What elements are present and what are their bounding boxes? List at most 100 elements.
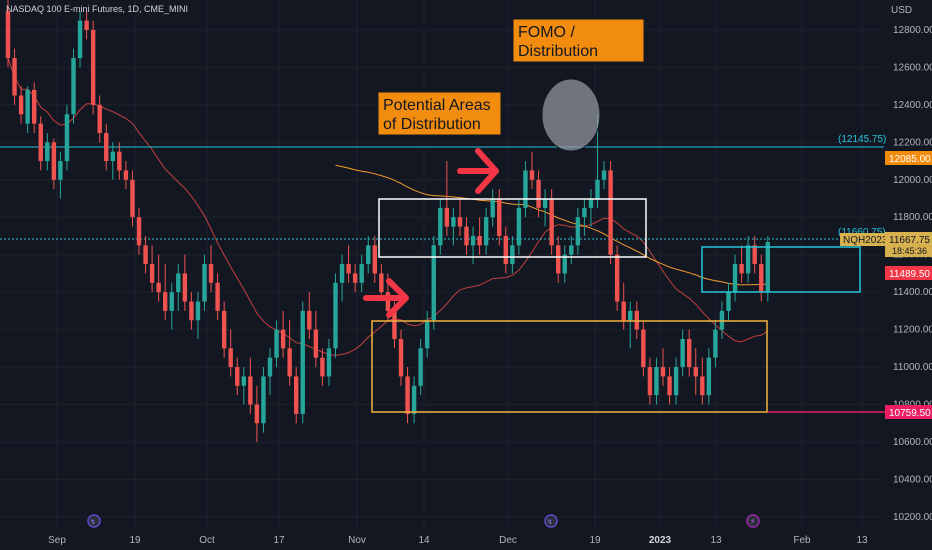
svg-text:↯: ↯ (547, 518, 553, 526)
candle-body (18, 95, 24, 115)
time-tick-label: Dec (499, 535, 517, 546)
candle-body (411, 385, 417, 414)
candle-body (667, 376, 672, 396)
candle-body (569, 245, 574, 255)
candle-body (130, 179, 135, 218)
event-icon-1[interactable]: ↯ (87, 514, 101, 528)
candle-body (385, 292, 391, 311)
last-price-badge: 11667.75 18:45:36 (885, 232, 932, 257)
price-tick-label: 11800.00 (893, 212, 932, 223)
candle-body (588, 198, 594, 208)
candle-body (313, 329, 319, 358)
time-tick-label: Oct (199, 535, 215, 546)
candle-body (542, 198, 548, 208)
svg-text:↯: ↯ (90, 518, 96, 526)
candle-body (25, 89, 30, 124)
event-icon-3[interactable]: ⚡ (746, 514, 760, 528)
candle-body (182, 273, 188, 302)
distribution-annotation[interactable]: Potential Areas of Distribution (377, 91, 502, 136)
candle-body (464, 226, 469, 246)
candle-body (451, 217, 456, 227)
candle-body (379, 273, 384, 293)
candle-body (759, 264, 764, 293)
badge-11489: 11489.50 (885, 266, 932, 280)
price-tick-label: 10200.00 (893, 512, 932, 523)
candle-body (267, 357, 273, 377)
time-axis[interactable]: Sep 19 Oct 17 Nov 14 Dec 19 2023 13 Feb 13 (48, 535, 868, 546)
candle-body (248, 376, 253, 405)
price-tick-label: 12200.00 (893, 137, 932, 148)
candle-body (169, 292, 174, 311)
candle-body (628, 310, 633, 321)
candle-body (123, 170, 129, 180)
countdown-text: 18:45:36 (892, 246, 927, 256)
candle-body (739, 264, 744, 274)
candle-body (32, 89, 37, 124)
time-tick-label: 19 (589, 535, 601, 546)
time-tick-label: 13 (710, 535, 722, 546)
candle-body (713, 329, 718, 358)
candle-body (516, 207, 522, 246)
candle-body (221, 310, 227, 349)
candle-body (425, 320, 430, 349)
candle-body (641, 329, 646, 368)
symbol-badge-text: NQH2023 (843, 235, 888, 246)
candle-body (215, 282, 220, 311)
candle-body (549, 198, 554, 246)
price-tick-label: 12800.00 (893, 25, 932, 36)
candle-body (202, 264, 207, 302)
symbol-badge: NQH2023 (840, 233, 888, 246)
candle-body (654, 367, 659, 396)
chart-grid (0, 0, 884, 530)
candle-body (582, 207, 587, 218)
price-tick-label: 11000.00 (893, 362, 932, 373)
candle-body (470, 235, 476, 246)
candle-body (673, 367, 679, 396)
currency-label: USD (891, 5, 912, 16)
candle-body (307, 310, 312, 330)
candle-body (477, 235, 482, 246)
candle-body (339, 264, 345, 283)
candle-body (58, 161, 63, 180)
candle-body (503, 235, 508, 265)
candle-body (359, 264, 364, 283)
price-tick-label: 10400.00 (893, 474, 932, 485)
candle-body (621, 301, 626, 321)
candle-body (765, 242, 770, 293)
candle-body (687, 338, 692, 368)
candle-body (438, 207, 443, 246)
candle-body (104, 132, 109, 162)
arrow-icon-upper (457, 148, 499, 194)
cyan-consolidation-zone[interactable] (701, 246, 861, 293)
candle-body (64, 114, 70, 162)
candle-body (143, 245, 148, 265)
candle-body (51, 142, 57, 180)
candle-body (156, 282, 161, 293)
svg-text:⚡: ⚡ (750, 517, 756, 526)
candle-body (490, 198, 495, 218)
badge-10759-text: 10759.50 (889, 408, 931, 419)
candle-body (483, 217, 489, 246)
candle-body (287, 348, 292, 377)
fomo-label-line1: FOMO / (518, 24, 575, 41)
candle-body (647, 367, 653, 396)
white-distribution-zone[interactable] (378, 198, 647, 258)
candle-body (510, 245, 515, 265)
orange-support-zone[interactable] (371, 320, 768, 413)
fomo-ellipse[interactable] (541, 78, 601, 152)
candle-body (595, 179, 600, 199)
candle-body (608, 170, 613, 255)
price-tick-label: 11200.00 (893, 325, 932, 336)
candle-body (300, 310, 305, 414)
level-label-11660: (11660.75) (838, 227, 886, 238)
candle-body (195, 301, 201, 321)
candle-body (700, 376, 705, 396)
candle-body (110, 151, 115, 162)
candle-body (97, 104, 102, 133)
badge-12085-text: 12085.00 (889, 154, 931, 165)
candle-body (562, 254, 567, 274)
event-icon-2[interactable]: ↯ (544, 514, 558, 528)
candle-body (280, 329, 286, 349)
fomo-annotation[interactable]: FOMO / Distribution (512, 18, 645, 63)
